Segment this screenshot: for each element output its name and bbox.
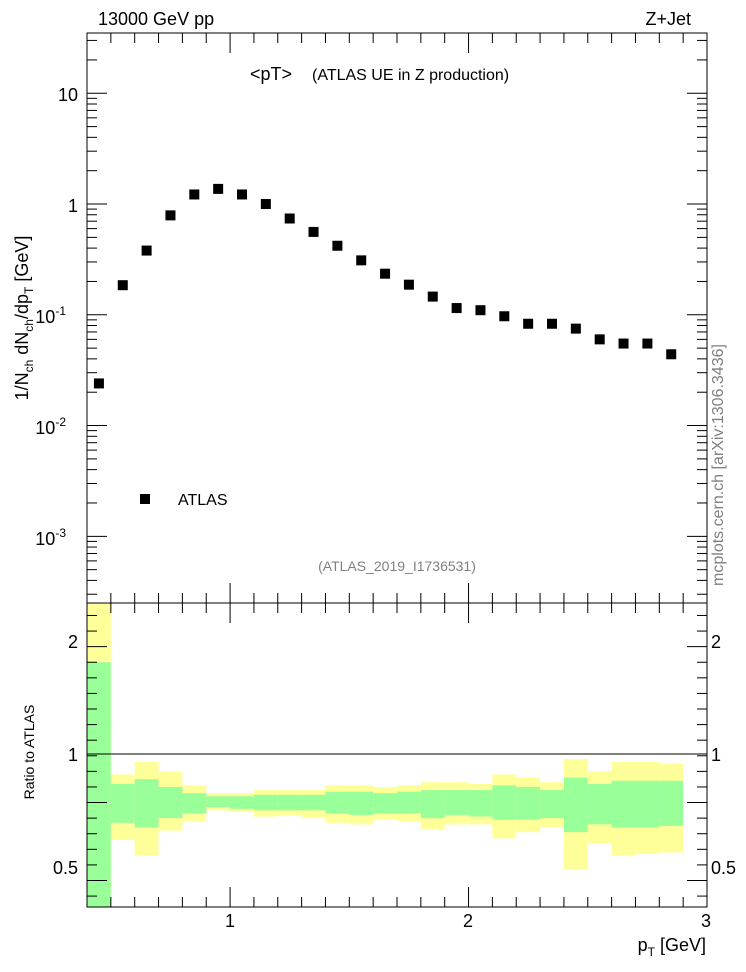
process-label: Z+Jet: [645, 9, 691, 29]
uncertainty-bands: [87, 603, 684, 907]
data-point: [475, 305, 486, 316]
inner-uncertainty-bin: [206, 796, 231, 808]
data-point: [666, 349, 677, 360]
inner-uncertainty-bin: [253, 794, 278, 811]
inner-uncertainty-bin: [158, 786, 183, 819]
inner-uncertainty-bin: [397, 791, 421, 814]
data-point: [284, 213, 295, 224]
data-point: [213, 183, 224, 194]
main-plot-frame: [86, 32, 708, 604]
main-y-tick-labels: 10 1 10-1 10-2 10-3: [35, 85, 78, 549]
y-tick-label-0.001: 10-3: [35, 526, 66, 549]
data-markers: [93, 183, 677, 389]
x-tick-labels: 1 2 3: [225, 911, 711, 931]
data-point: [93, 378, 104, 389]
data-point: [308, 226, 319, 237]
ratio-axis-ticks: [87, 603, 708, 907]
y-tick-label-0.1: 10-1: [35, 304, 66, 327]
main-subtitle: (ATLAS UE in Z production): [312, 67, 509, 84]
data-point: [117, 280, 128, 291]
inner-uncertainty-bin: [110, 783, 135, 823]
x-axis-label: pT [GeV]: [638, 935, 706, 959]
inner-uncertainty-bin: [468, 790, 493, 817]
inner-uncertainty-bin: [182, 793, 207, 814]
data-point: [260, 199, 271, 210]
data-point: [547, 318, 557, 329]
ratio-y-tick-labels-right: 0.5 1 2: [711, 632, 736, 878]
x-tick-label-1: 1: [225, 911, 235, 931]
data-point: [356, 255, 367, 266]
legend-marker: [140, 494, 150, 504]
legend: ATLAS: [140, 492, 228, 509]
y-tick-label-0.01: 10-2: [35, 415, 66, 438]
data-point: [403, 279, 414, 290]
data-point: [237, 189, 247, 200]
data-point: [141, 245, 152, 256]
inner-uncertainty-bin: [587, 783, 612, 825]
data-point: [594, 334, 605, 345]
main-y-axis-label: 1/Nch dNch/dpT [GeV]: [12, 236, 36, 401]
data-point: [499, 311, 510, 322]
y-tick-label-10: 10: [58, 85, 78, 105]
inner-uncertainty-bin: [134, 779, 159, 828]
ratio-panel: 0.5 1 2 0.5 1 2 1 2 3 Ratio to ATLAS pT …: [21, 602, 736, 959]
inner-uncertainty-bin: [540, 790, 564, 819]
inner-uncertainty-bin: [444, 790, 469, 816]
ratio-y-tick-1-right: 1: [711, 745, 721, 765]
inner-uncertainty-bin: [492, 785, 517, 820]
data-point: [165, 210, 176, 221]
data-point: [380, 268, 391, 279]
collision-label: 13000 GeV pp: [98, 9, 214, 29]
inner-uncertainty-bin: [277, 794, 302, 811]
data-point: [570, 323, 581, 334]
mcplots-watermark: mcplots.cern.ch [arXiv:1306.3436]: [710, 344, 727, 586]
data-point: [451, 303, 462, 314]
inner-uncertainty-bin: [349, 791, 374, 816]
data-point: [332, 240, 343, 251]
inner-uncertainty-bin: [325, 791, 350, 814]
inner-uncertainty-bin: [659, 780, 684, 826]
data-point: [427, 291, 438, 302]
ratio-plot-frame: [86, 602, 708, 908]
ratio-y-tick-0.5-right: 0.5: [711, 858, 736, 878]
inner-uncertainty-bin: [373, 793, 397, 814]
main-axis-ticks: [87, 33, 708, 603]
inner-uncertainty-bin: [87, 662, 111, 907]
data-point: [189, 189, 200, 200]
ratio-y-axis-label: Ratio to ATLAS: [21, 705, 37, 800]
inner-uncertainty-bin: [230, 796, 254, 809]
analysis-id: (ATLAS_2019_I1736531): [318, 558, 476, 574]
main-title: <pT>: [250, 64, 292, 84]
ratio-y-tick-2: 2: [68, 632, 78, 652]
ratio-y-tick-1: 1: [68, 745, 78, 765]
inner-uncertainty-bin: [301, 794, 326, 811]
data-point: [642, 338, 653, 349]
inner-uncertainty-bin: [420, 790, 445, 819]
data-point: [618, 338, 629, 349]
inner-uncertainty-bin: [563, 777, 588, 833]
y-tick-label-1: 1: [68, 196, 78, 216]
ratio-y-tick-2-right: 2: [711, 632, 721, 652]
x-tick-label-3: 3: [701, 911, 711, 931]
inner-uncertainty-bin: [635, 780, 660, 828]
data-point: [523, 318, 534, 329]
x-tick-label-2: 2: [463, 911, 473, 931]
inner-uncertainty-bin: [611, 780, 636, 828]
ratio-y-tick-labels-left: 0.5 1 2: [53, 632, 78, 878]
main-panel: <pT> (ATLAS UE in Z production) (ATLAS_2…: [12, 32, 708, 604]
legend-label: ATLAS: [178, 492, 228, 509]
inner-uncertainty-bin: [516, 786, 541, 820]
ratio-y-tick-0.5: 0.5: [53, 858, 78, 878]
